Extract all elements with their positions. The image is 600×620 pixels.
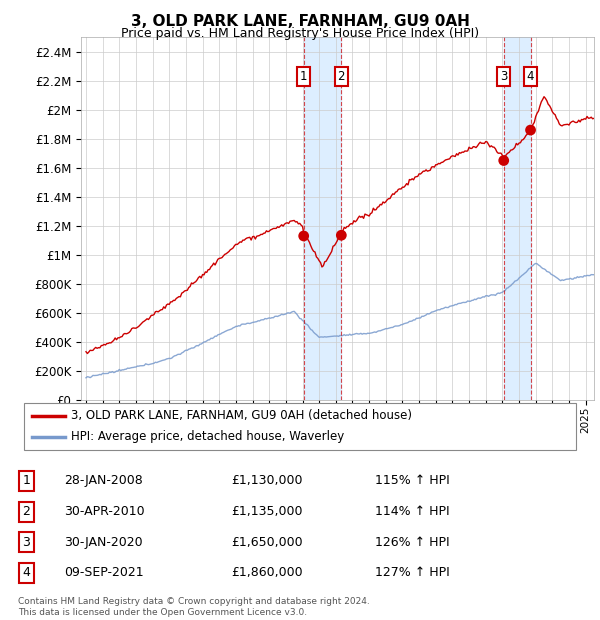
Text: Price paid vs. HM Land Registry's House Price Index (HPI): Price paid vs. HM Land Registry's House … xyxy=(121,27,479,40)
Text: 09-SEP-2021: 09-SEP-2021 xyxy=(64,567,143,579)
Text: 3: 3 xyxy=(500,70,508,83)
Text: 115% ↑ HPI: 115% ↑ HPI xyxy=(375,474,449,487)
Text: 30-JAN-2020: 30-JAN-2020 xyxy=(64,536,142,549)
Bar xyxy=(504,37,530,400)
Point xyxy=(299,231,308,241)
Text: HPI: Average price, detached house, Waverley: HPI: Average price, detached house, Wave… xyxy=(71,430,344,443)
Text: 3, OLD PARK LANE, FARNHAM, GU9 0AH (detached house): 3, OLD PARK LANE, FARNHAM, GU9 0AH (deta… xyxy=(71,409,412,422)
Text: Contains HM Land Registry data © Crown copyright and database right 2024.
This d: Contains HM Land Registry data © Crown c… xyxy=(18,598,370,617)
Text: 2: 2 xyxy=(22,505,31,518)
Text: 30-APR-2010: 30-APR-2010 xyxy=(64,505,145,518)
Text: 114% ↑ HPI: 114% ↑ HPI xyxy=(375,505,449,518)
Point xyxy=(499,156,509,166)
Text: £1,130,000: £1,130,000 xyxy=(231,474,302,487)
Text: 3, OLD PARK LANE, FARNHAM, GU9 0AH: 3, OLD PARK LANE, FARNHAM, GU9 0AH xyxy=(131,14,469,29)
Text: 2: 2 xyxy=(338,70,345,83)
Text: £1,860,000: £1,860,000 xyxy=(231,567,302,579)
Text: 4: 4 xyxy=(527,70,534,83)
Text: 1: 1 xyxy=(300,70,307,83)
Text: 127% ↑ HPI: 127% ↑ HPI xyxy=(375,567,449,579)
Point xyxy=(526,125,535,135)
Point xyxy=(337,230,346,240)
Text: £1,135,000: £1,135,000 xyxy=(231,505,302,518)
Text: 28-JAN-2008: 28-JAN-2008 xyxy=(64,474,143,487)
Text: 4: 4 xyxy=(22,567,31,579)
Bar xyxy=(304,37,341,400)
Text: 3: 3 xyxy=(22,536,31,549)
Text: 126% ↑ HPI: 126% ↑ HPI xyxy=(375,536,449,549)
FancyBboxPatch shape xyxy=(24,403,576,450)
Text: 1: 1 xyxy=(22,474,31,487)
Text: £1,650,000: £1,650,000 xyxy=(231,536,302,549)
